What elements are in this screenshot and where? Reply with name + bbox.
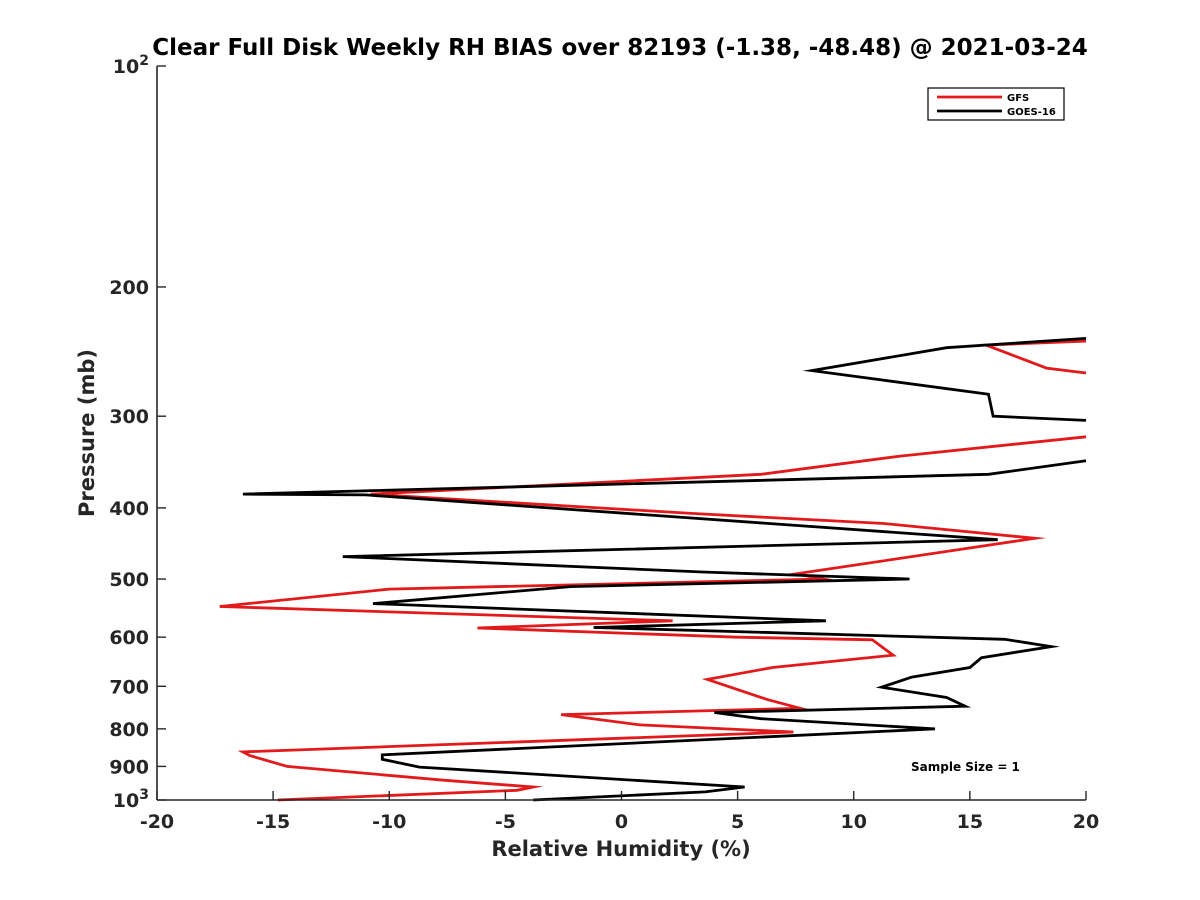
x-tick-label: -20: [140, 811, 174, 833]
legend-label-goes16: GOES-16: [1007, 107, 1056, 118]
y-tick-label: 400: [109, 498, 149, 520]
x-tick-label: -5: [495, 811, 516, 833]
legend-box: [927, 87, 1065, 121]
y-tick-label: 300: [109, 406, 149, 428]
sample-size-annotation: Sample Size = 1: [911, 760, 1020, 774]
series-goes-16: [242, 337, 1087, 802]
x-tick-label: 5: [731, 811, 744, 833]
y-tick-label: 103: [113, 787, 149, 812]
y-tick-label: 200: [109, 277, 149, 299]
y-tick-label: 900: [109, 756, 149, 778]
x-tick-label: 10: [841, 811, 867, 833]
y-tick-label: 800: [109, 719, 149, 741]
plot-area: [157, 66, 1086, 800]
y-tick-label: 700: [109, 676, 149, 698]
series-line: [219, 435, 1087, 802]
x-tick-label: 15: [957, 811, 983, 833]
chart-title: Clear Full Disk Weekly RH BIAS over 8219…: [152, 35, 1088, 61]
legend-label-gfs: GFS: [1007, 93, 1029, 104]
x-ticks: -20 -15 -10 -5 0 5 10 15 20: [140, 791, 1099, 833]
y-axis-label: Pressure (mb): [75, 349, 99, 517]
y-tick-label: 102: [113, 53, 149, 78]
series-line: [242, 459, 1087, 802]
x-tick-label: 0: [615, 811, 628, 833]
y-ticks: 102 200 300 400 500 600 700 800 900 103: [109, 53, 166, 812]
y-tick-label: 500: [109, 569, 149, 591]
x-tick-label: -10: [372, 811, 406, 833]
series-line: [802, 337, 1087, 422]
x-axis-label: Relative Humidity (%): [491, 837, 750, 861]
series-layer: [219, 337, 1087, 802]
legend: GFS GOES-16: [927, 87, 1065, 121]
x-tick-label: 20: [1073, 811, 1099, 833]
x-tick-label: -15: [256, 811, 290, 833]
y-tick-label: 600: [109, 627, 149, 649]
